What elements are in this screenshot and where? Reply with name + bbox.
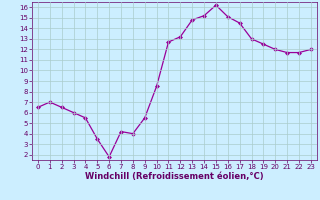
X-axis label: Windchill (Refroidissement éolien,°C): Windchill (Refroidissement éolien,°C): [85, 172, 264, 181]
